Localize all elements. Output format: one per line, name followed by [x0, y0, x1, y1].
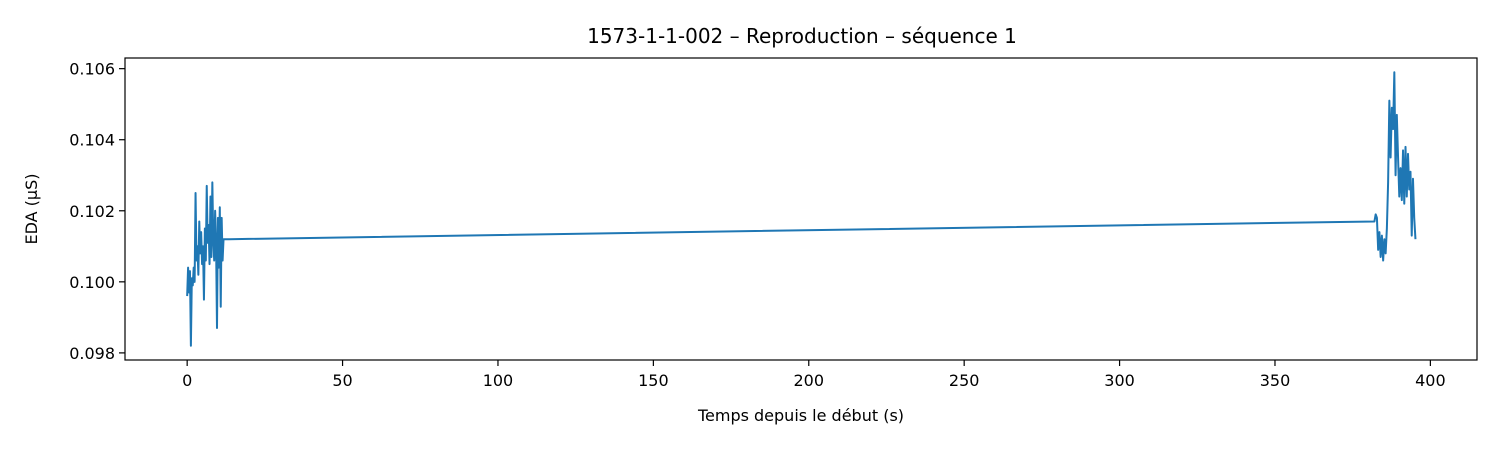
x-tick-label: 350	[1260, 371, 1291, 390]
x-tick-label: 200	[793, 371, 824, 390]
x-tick-label: 300	[1104, 371, 1135, 390]
x-tick-label: 150	[638, 371, 669, 390]
plot-area: 0 50 100 150 200 250 300 350 400 0.098 0.100 0.102…	[69, 57, 1478, 390]
y-tick-label: 0.102	[69, 202, 115, 221]
y-tick-label: 0.106	[69, 60, 115, 79]
eda-series-line	[186, 71, 1417, 347]
x-tick-label: 0	[182, 371, 192, 390]
chart-title: 1573-1-1-002 – Reproduction – séquence 1	[587, 24, 1017, 48]
plot-frame	[124, 57, 1478, 361]
x-tick-label: 400	[1415, 371, 1446, 390]
y-axis-ticks: 0.098 0.100 0.102 0.104 0.106	[69, 60, 125, 363]
y-axis-label: EDA (µS)	[22, 174, 41, 245]
x-axis-ticks: 0 50 100 150 200 250 300 350 400	[182, 360, 1446, 390]
y-tick-label: 0.100	[69, 273, 115, 292]
x-tick-label: 100	[483, 371, 514, 390]
x-tick-label: 250	[949, 371, 980, 390]
y-tick-label: 0.098	[69, 344, 115, 363]
y-tick-label: 0.104	[69, 131, 115, 150]
x-axis-label: Temps depuis le début (s)	[697, 406, 904, 425]
x-tick-label: 50	[332, 371, 352, 390]
